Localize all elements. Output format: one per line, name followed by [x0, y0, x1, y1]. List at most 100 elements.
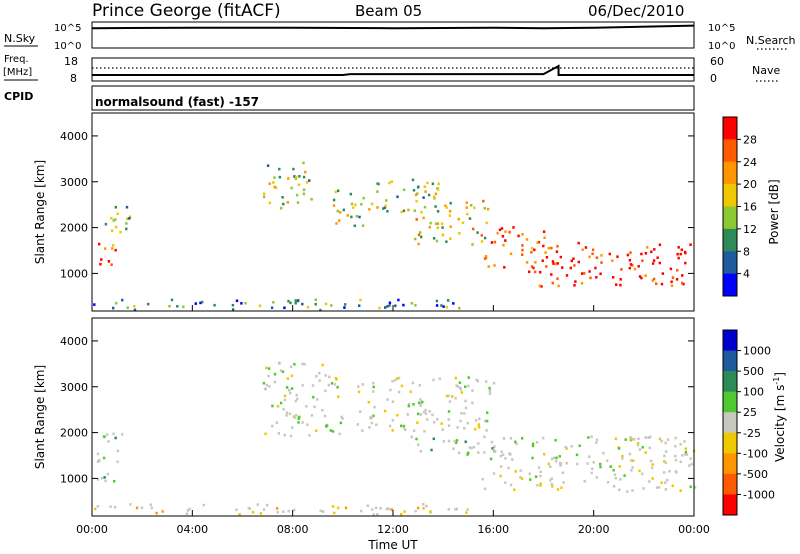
data-cell	[235, 299, 239, 303]
data-cell	[267, 367, 271, 370]
freq-left-tick-hi: 18	[64, 55, 78, 68]
data-cell	[188, 507, 191, 511]
colorbar-segment	[723, 330, 737, 352]
data-cell	[521, 244, 524, 247]
noise-panel: N.Sky 10^5 10^0 10^5 10^0 N.Search	[4, 21, 796, 52]
data-cell	[140, 506, 144, 510]
data-cell	[638, 448, 642, 451]
data-cell	[359, 298, 362, 302]
data-cell	[587, 436, 590, 439]
data-cell	[583, 480, 586, 483]
data-cell	[359, 410, 362, 413]
data-cell	[556, 262, 559, 265]
data-cell	[332, 198, 336, 202]
data-cell	[640, 252, 643, 256]
data-cell	[591, 252, 594, 256]
data-cell	[396, 413, 399, 417]
data-cell	[511, 458, 514, 461]
data-cell	[231, 303, 235, 307]
data-cell	[485, 429, 488, 432]
data-cell	[618, 465, 621, 468]
data-cell	[121, 298, 124, 302]
data-cell	[509, 483, 513, 487]
data-cell	[286, 377, 289, 380]
data-cell	[244, 301, 247, 305]
cpid-mode: normalsound (fast) -157	[95, 95, 259, 109]
nsearch-label: N.Search	[746, 34, 796, 47]
data-cell	[480, 234, 483, 237]
data-cell	[436, 226, 439, 229]
data-cell	[677, 256, 680, 260]
data-cell	[323, 414, 327, 418]
data-cell	[681, 274, 684, 277]
data-cell	[689, 457, 692, 460]
data-cell	[525, 261, 529, 264]
data-cell	[116, 212, 119, 216]
data-cell	[629, 436, 632, 439]
data-cell	[297, 183, 301, 187]
data-cell	[660, 282, 664, 286]
data-cell	[115, 301, 118, 305]
data-cell	[547, 246, 550, 250]
data-cell	[445, 206, 448, 209]
data-cell	[491, 447, 494, 450]
data-cell	[633, 267, 637, 271]
data-cell	[620, 268, 623, 271]
data-cell	[293, 363, 296, 366]
velocity-cbar-label: Velocity [m s-1]	[772, 372, 787, 462]
data-cell	[460, 391, 464, 394]
data-cell	[424, 412, 428, 415]
data-cell	[116, 449, 120, 453]
data-cell	[435, 239, 439, 243]
data-cell	[391, 429, 394, 432]
data-cell	[615, 283, 618, 286]
data-cell	[614, 437, 618, 441]
data-cell	[435, 304, 439, 307]
data-cell	[464, 399, 467, 403]
data-cell	[344, 303, 347, 306]
data-cell	[489, 457, 493, 461]
data-cell	[485, 419, 489, 423]
data-cell	[525, 238, 529, 241]
data-cell	[334, 190, 337, 194]
data-cell	[630, 437, 633, 441]
data-cell	[435, 222, 438, 226]
data-cell	[629, 251, 632, 254]
data-cell	[310, 414, 314, 417]
data-cell	[100, 476, 104, 480]
data-cell	[325, 425, 328, 428]
data-cell	[397, 390, 401, 394]
data-cell	[288, 412, 292, 416]
data-cell	[436, 188, 440, 191]
data-cell	[97, 459, 101, 463]
data-cell	[342, 208, 345, 212]
power-y-ticks: 1000 2000 3000 4000	[60, 130, 694, 280]
data-cell	[99, 262, 102, 266]
data-cell	[155, 511, 158, 515]
data-cell	[121, 433, 124, 436]
data-cell	[432, 378, 435, 382]
data-cell	[429, 221, 432, 225]
data-cell	[285, 411, 289, 415]
data-cell	[333, 383, 337, 386]
data-cell	[357, 385, 360, 388]
data-cell	[273, 185, 276, 189]
colorbar-segment	[723, 412, 737, 434]
data-cell	[293, 508, 296, 512]
data-cell	[550, 246, 553, 250]
data-cell	[432, 437, 435, 441]
data-cell	[540, 285, 543, 288]
data-cell	[447, 424, 451, 427]
data-cell	[259, 512, 263, 515]
data-cell	[477, 451, 480, 454]
data-cell	[547, 462, 550, 466]
data-cell	[689, 243, 692, 246]
data-cell	[414, 237, 417, 241]
data-cell	[492, 381, 496, 385]
noise-left-tick-lo: 10^0	[54, 41, 81, 52]
data-cell	[402, 188, 406, 192]
data-cell	[664, 488, 668, 491]
data-cell	[301, 362, 304, 366]
data-cell	[341, 417, 344, 420]
data-cell	[386, 305, 389, 308]
